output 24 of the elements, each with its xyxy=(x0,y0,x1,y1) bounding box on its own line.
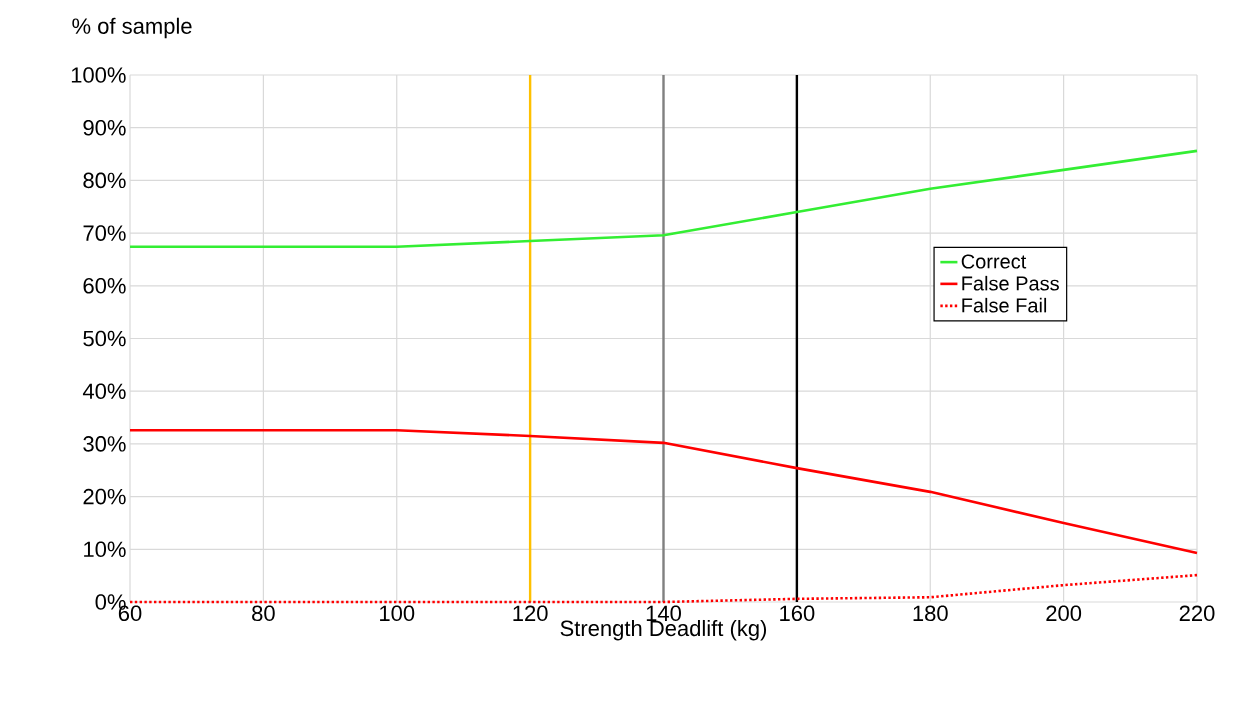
legend-label: False Fail xyxy=(962,297,1047,313)
legend-label: Correct xyxy=(961,254,1027,269)
line-series xyxy=(128,149,1199,249)
x-tick-label: 180 xyxy=(913,605,948,622)
line-series xyxy=(128,428,1199,555)
y-tick-label: 100% xyxy=(71,67,126,83)
x-tick-label: 200 xyxy=(1046,605,1082,622)
y-axis-title: % of sample xyxy=(72,17,192,39)
x-tick-label: 80 xyxy=(252,605,275,622)
y-tick-label: 20% xyxy=(83,488,126,505)
x-tick-label: 100 xyxy=(380,605,415,622)
y-tick-label: 50% xyxy=(83,330,126,347)
legend-label: False Pass xyxy=(962,275,1059,291)
y-tick-label: 30% xyxy=(83,436,126,452)
y-tick-label: 70% xyxy=(83,225,126,241)
x-tick-label: 220 xyxy=(1179,605,1215,622)
x-tick-label: 160 xyxy=(780,605,815,622)
y-tick-label: 80% xyxy=(83,172,126,189)
y-tick-label: 90% xyxy=(83,119,126,136)
x-tick-label: 140 xyxy=(646,605,681,622)
y-tick-label: 60% xyxy=(83,278,126,294)
x-tick-label: 120 xyxy=(513,605,548,622)
y-tick-label: 40% xyxy=(82,383,126,399)
y-tick-label: 10% xyxy=(84,541,126,558)
